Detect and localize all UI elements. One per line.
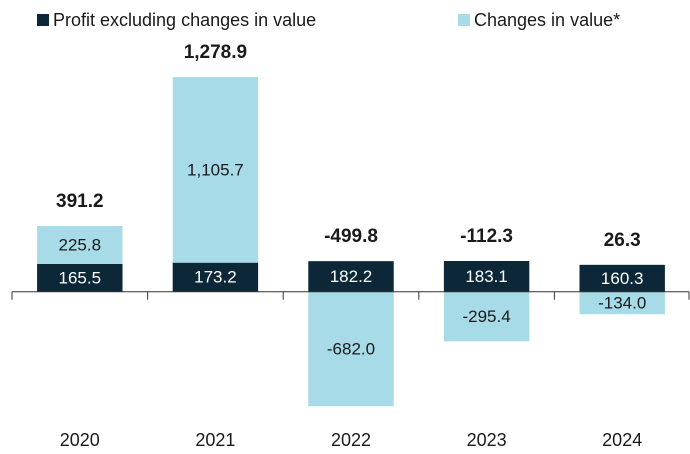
value-label: 1,105.7 xyxy=(187,160,244,179)
x-tick-label: 2023 xyxy=(467,430,507,450)
value-label: 160.3 xyxy=(601,269,644,288)
x-tick-label: 2020 xyxy=(60,430,100,450)
bar-segment xyxy=(308,291,394,407)
value-label: 165.5 xyxy=(59,268,102,287)
bar-segment xyxy=(172,77,259,263)
total-label: 26.3 xyxy=(604,230,641,251)
bar-segment xyxy=(579,291,665,315)
bar-segment xyxy=(308,261,394,292)
total-label: -499.8 xyxy=(324,226,378,247)
legend-label: Changes in value* xyxy=(474,10,620,30)
bar-segment xyxy=(37,263,123,292)
x-tick-label: 2024 xyxy=(602,430,642,450)
x-tick-label: 2022 xyxy=(331,430,371,450)
total-label: 391.2 xyxy=(56,191,104,212)
total-label: -112.3 xyxy=(460,226,513,247)
bar-segment xyxy=(443,261,530,292)
value-label: -134.0 xyxy=(598,293,646,312)
value-label: 173.2 xyxy=(194,268,237,287)
bar-segment xyxy=(37,226,123,264)
value-label: 225.8 xyxy=(59,236,102,255)
bar-segment xyxy=(443,291,530,342)
bar-segment xyxy=(579,264,665,292)
x-tick-label: 2021 xyxy=(195,430,235,450)
legend-swatch xyxy=(37,14,49,26)
legend-swatch xyxy=(458,14,470,26)
total-label: 1,278.9 xyxy=(184,42,247,63)
legend-label: Profit excluding changes in value xyxy=(53,10,316,30)
value-label: -295.4 xyxy=(462,307,510,326)
value-label: 182.2 xyxy=(330,267,373,286)
value-label: -682.0 xyxy=(327,339,375,358)
value-label: 183.1 xyxy=(465,267,508,286)
bar-segment xyxy=(172,262,259,292)
